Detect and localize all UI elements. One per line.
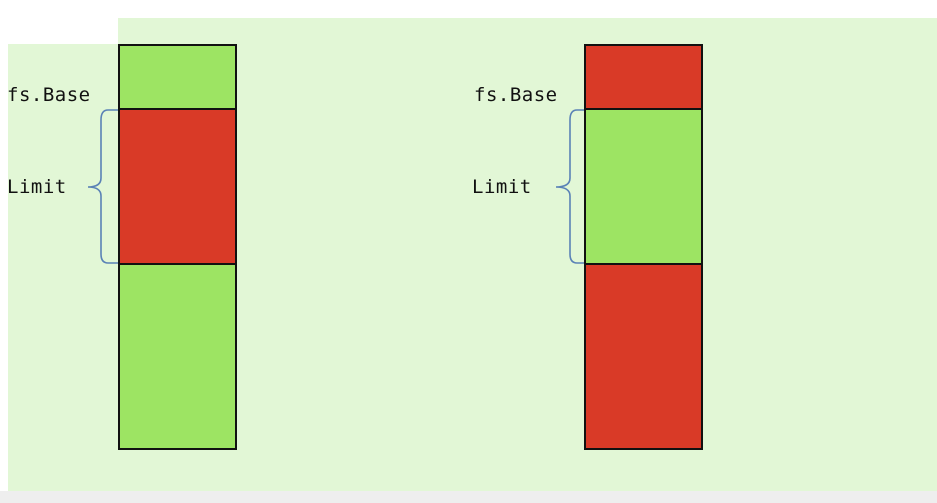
segment-bottom xyxy=(584,263,703,450)
limit-label: Limit xyxy=(472,176,532,198)
background-panel-top xyxy=(118,18,937,46)
segment-middle xyxy=(584,108,703,265)
segment-middle xyxy=(118,108,237,265)
segment-top xyxy=(118,44,237,110)
segment-bottom xyxy=(118,263,237,450)
bottom-bar xyxy=(0,491,937,503)
limit-label: Limit xyxy=(7,176,67,198)
base-label: fs.Base xyxy=(474,84,558,106)
base-label: fs.Base xyxy=(7,84,91,106)
